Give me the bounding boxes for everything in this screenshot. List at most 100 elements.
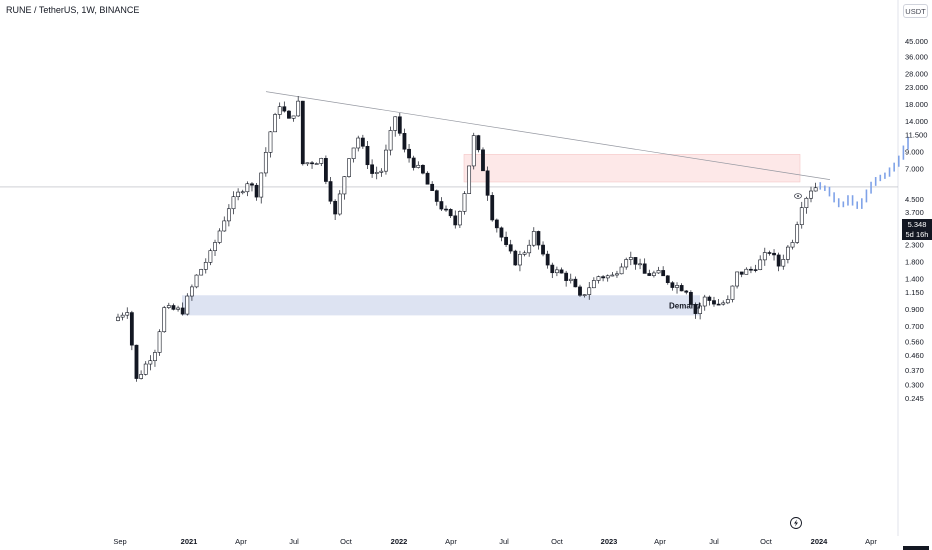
candle-body [767, 252, 772, 254]
price-tick-label: 28.000 [905, 70, 928, 79]
candle-body [804, 197, 809, 208]
candle-body [647, 273, 652, 276]
scroll-handle[interactable] [903, 546, 929, 550]
candle-body [310, 162, 314, 165]
candle-body [453, 215, 458, 226]
candle-body [522, 252, 527, 255]
candle-body [702, 296, 707, 307]
candle-body [333, 200, 338, 215]
price-axis[interactable]: 45.000 36.000 28.000 23.000 18.000 14.000 11.5… [905, 37, 928, 403]
price-tick-label: 1.400 [905, 275, 924, 284]
candle-body [582, 294, 587, 296]
candle-body [240, 191, 245, 194]
candle-body [347, 158, 351, 177]
candle-body [213, 242, 217, 251]
candle-body [624, 259, 629, 268]
price-tick-label: 45.000 [905, 37, 928, 46]
candle-body [550, 264, 555, 274]
candle-body [166, 305, 171, 308]
candle-body [185, 295, 190, 315]
candle-body [462, 193, 467, 212]
replay-lightning-icon[interactable] [790, 517, 802, 529]
candle-body [739, 271, 744, 275]
time-tick-label: Oct [551, 537, 564, 546]
candle-body [712, 300, 716, 305]
current-price-tag: 5.348 5d 16h [902, 219, 932, 240]
candle-body [758, 259, 763, 270]
candle-body [568, 278, 573, 281]
time-tick-label: Apr [445, 537, 457, 546]
candle-body [591, 280, 596, 289]
candle-body [282, 106, 287, 112]
candle-body [531, 231, 536, 246]
candle-body [323, 158, 328, 182]
symbol-title[interactable]: RUNE / TetherUS, 1W, BINANCE [6, 5, 140, 15]
candle-body [217, 230, 222, 243]
candle-body [351, 147, 356, 160]
candle-body [208, 250, 213, 263]
candle-body [393, 116, 398, 131]
candle-body [652, 272, 656, 276]
time-axis[interactable]: Sep 2021 Apr Jul Oct 2022 Apr Jul Oct 2023 Apr Jul O… [113, 537, 877, 546]
candle-body [628, 257, 633, 260]
candle-body [397, 116, 402, 134]
candle-body [245, 183, 250, 193]
candle-body [226, 208, 231, 222]
price-tick-label: 1.150 [905, 288, 924, 297]
candle-body [134, 344, 139, 379]
candle-body [180, 307, 185, 315]
price-tick-label: 14.000 [905, 117, 928, 126]
candle-body [809, 190, 813, 199]
candle-body [762, 252, 767, 261]
time-tick-label: Apr [235, 537, 247, 546]
candle-body [231, 196, 236, 210]
candle-body [587, 287, 592, 295]
candle-body [379, 170, 384, 173]
candle-body [684, 290, 689, 293]
time-tick-label: Oct [340, 537, 353, 546]
candle-body [222, 220, 227, 232]
candle-body [785, 246, 790, 260]
candle-body [781, 259, 786, 267]
currency-button[interactable]: USDT [903, 4, 928, 18]
price-tick-label: 9.000 [905, 147, 924, 156]
time-tick-label: 2023 [601, 537, 618, 546]
time-tick-label: 2022 [391, 537, 408, 546]
candle-body [263, 152, 268, 174]
candle-body [536, 231, 541, 246]
price-tick-label: 0.900 [905, 305, 924, 314]
candle-body [374, 172, 379, 174]
time-tick-label: Apr [865, 537, 877, 546]
candle-body [499, 227, 504, 238]
candle-body [467, 165, 472, 194]
candle-body [116, 316, 120, 321]
candle-body [494, 219, 499, 229]
candle-body [642, 263, 647, 274]
price-tick-label: 0.245 [905, 394, 924, 403]
price-tick-label: 2.300 [905, 241, 924, 250]
candle-body [813, 187, 818, 192]
candle-body [448, 209, 453, 217]
demand-zone[interactable] [182, 295, 700, 316]
candle-body [545, 253, 550, 266]
candle-body [425, 172, 430, 185]
candle-body [665, 275, 670, 283]
price-tick-label: 1.800 [905, 258, 924, 267]
candle-body [725, 299, 730, 304]
candle-body [319, 158, 324, 164]
candle-body [485, 170, 490, 196]
candle-body [434, 190, 439, 202]
candle-body [421, 164, 425, 174]
candle-body [129, 312, 134, 346]
time-tick-label: Oct [760, 537, 773, 546]
candle-body [615, 273, 619, 276]
candle-body [670, 282, 675, 288]
time-tick-label: Apr [654, 537, 666, 546]
eye-icon[interactable] [794, 193, 802, 199]
price-tick-label: 3.700 [905, 208, 924, 217]
supply-zone[interactable] [463, 154, 801, 183]
candle-body [513, 250, 518, 266]
price-tick-label: 0.460 [905, 351, 924, 360]
descending-trendline[interactable] [265, 91, 831, 180]
